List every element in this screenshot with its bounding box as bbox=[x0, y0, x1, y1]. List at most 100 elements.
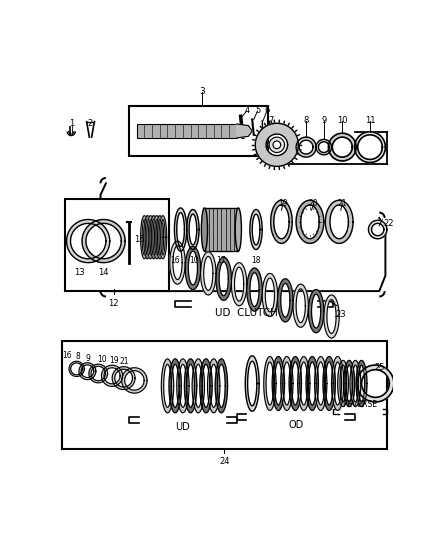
Bar bbox=[62, 341, 387, 449]
Text: 21: 21 bbox=[120, 357, 129, 366]
Text: 17: 17 bbox=[216, 256, 226, 265]
Polygon shape bbox=[89, 364, 107, 383]
Polygon shape bbox=[184, 359, 197, 413]
Polygon shape bbox=[296, 200, 324, 244]
Polygon shape bbox=[161, 359, 173, 413]
Polygon shape bbox=[237, 124, 252, 138]
Bar bbox=[205, 208, 238, 251]
Polygon shape bbox=[306, 357, 318, 410]
Polygon shape bbox=[281, 357, 293, 410]
Polygon shape bbox=[269, 137, 285, 152]
Polygon shape bbox=[200, 359, 212, 413]
Bar bbox=[129, 106, 268, 156]
Polygon shape bbox=[344, 360, 355, 407]
Text: 1: 1 bbox=[69, 119, 74, 128]
Text: 10: 10 bbox=[337, 116, 347, 125]
Text: 4: 4 bbox=[244, 106, 249, 115]
Polygon shape bbox=[153, 216, 161, 259]
Polygon shape bbox=[69, 361, 84, 376]
Text: 2: 2 bbox=[88, 119, 93, 128]
Text: 25: 25 bbox=[374, 363, 385, 372]
Polygon shape bbox=[316, 140, 332, 155]
Ellipse shape bbox=[235, 208, 241, 251]
Polygon shape bbox=[122, 368, 147, 393]
Text: 8: 8 bbox=[75, 352, 80, 361]
Polygon shape bbox=[293, 284, 308, 327]
Polygon shape bbox=[262, 273, 278, 317]
Text: 6: 6 bbox=[264, 106, 269, 115]
Text: UD: UD bbox=[176, 422, 190, 432]
Polygon shape bbox=[141, 216, 148, 259]
Polygon shape bbox=[250, 209, 262, 249]
Polygon shape bbox=[296, 137, 316, 157]
Polygon shape bbox=[67, 220, 110, 263]
Polygon shape bbox=[208, 359, 220, 413]
Polygon shape bbox=[102, 365, 123, 386]
Text: 9: 9 bbox=[321, 116, 326, 125]
Polygon shape bbox=[192, 359, 205, 413]
Text: 19: 19 bbox=[278, 199, 288, 208]
Polygon shape bbox=[328, 133, 356, 161]
Text: 18: 18 bbox=[251, 256, 261, 265]
Text: OD: OD bbox=[289, 419, 304, 430]
Text: 12: 12 bbox=[108, 299, 119, 308]
Text: 19: 19 bbox=[109, 356, 118, 365]
Polygon shape bbox=[368, 220, 387, 239]
Polygon shape bbox=[185, 246, 201, 289]
Polygon shape bbox=[325, 200, 353, 244]
Text: 9: 9 bbox=[86, 353, 91, 362]
Polygon shape bbox=[278, 279, 293, 322]
Polygon shape bbox=[289, 357, 301, 410]
Polygon shape bbox=[272, 357, 285, 410]
Polygon shape bbox=[314, 357, 327, 410]
Text: 13: 13 bbox=[74, 268, 84, 277]
Polygon shape bbox=[156, 216, 164, 259]
Polygon shape bbox=[150, 216, 158, 259]
Polygon shape bbox=[170, 241, 185, 284]
Polygon shape bbox=[187, 209, 199, 249]
Text: 22: 22 bbox=[383, 220, 394, 229]
Bar bbox=[65, 199, 169, 291]
Polygon shape bbox=[271, 200, 292, 244]
Polygon shape bbox=[338, 360, 349, 407]
Polygon shape bbox=[264, 357, 276, 410]
Text: 24: 24 bbox=[219, 457, 230, 466]
Text: 14: 14 bbox=[99, 268, 109, 277]
Text: 15: 15 bbox=[134, 235, 144, 244]
Text: UD  CLUTCH: UD CLUTCH bbox=[215, 308, 278, 318]
Polygon shape bbox=[177, 359, 189, 413]
Polygon shape bbox=[255, 123, 298, 166]
Text: REVERSE: REVERSE bbox=[342, 400, 377, 409]
Text: 7: 7 bbox=[268, 116, 273, 125]
Polygon shape bbox=[356, 360, 367, 407]
Polygon shape bbox=[159, 216, 167, 259]
Polygon shape bbox=[201, 252, 216, 295]
Text: 8: 8 bbox=[304, 116, 309, 125]
Text: 21: 21 bbox=[338, 199, 347, 208]
Polygon shape bbox=[355, 132, 385, 163]
Polygon shape bbox=[216, 257, 231, 301]
Polygon shape bbox=[144, 216, 151, 259]
Text: 16: 16 bbox=[170, 256, 180, 265]
Polygon shape bbox=[174, 208, 187, 251]
Polygon shape bbox=[169, 359, 181, 413]
Text: 23: 23 bbox=[336, 310, 346, 319]
Ellipse shape bbox=[201, 208, 208, 251]
Polygon shape bbox=[357, 365, 394, 402]
Text: 11: 11 bbox=[365, 116, 375, 125]
Polygon shape bbox=[247, 268, 262, 311]
Polygon shape bbox=[79, 363, 96, 379]
Polygon shape bbox=[332, 357, 344, 410]
Text: 5: 5 bbox=[255, 106, 260, 115]
Polygon shape bbox=[82, 220, 125, 263]
Polygon shape bbox=[215, 359, 228, 413]
Text: 20: 20 bbox=[309, 199, 318, 208]
Polygon shape bbox=[112, 367, 135, 390]
Polygon shape bbox=[245, 356, 259, 411]
Text: 16: 16 bbox=[62, 351, 71, 360]
Polygon shape bbox=[147, 216, 155, 259]
Polygon shape bbox=[350, 360, 361, 407]
Bar bbox=[137, 124, 237, 138]
Text: 10: 10 bbox=[190, 256, 199, 265]
Polygon shape bbox=[231, 263, 247, 306]
